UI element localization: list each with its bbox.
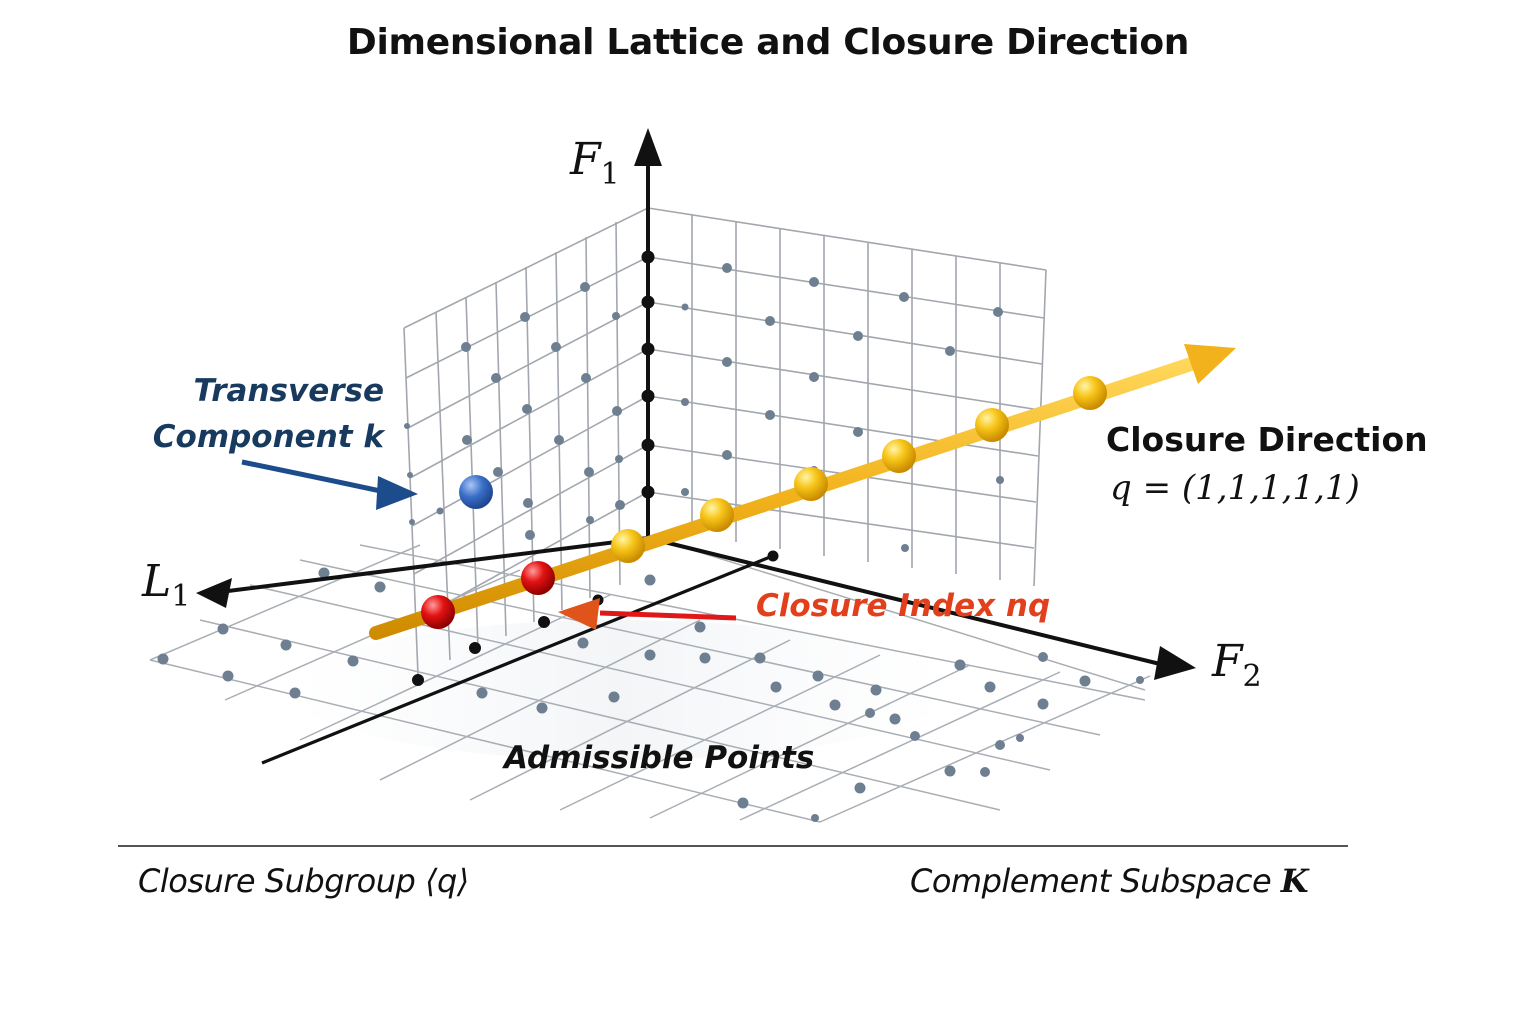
closure-direction-label: Closure Direction bbox=[1106, 420, 1428, 459]
transverse-label: Transverse Component k bbox=[140, 368, 384, 460]
closure-index-arrow bbox=[558, 598, 737, 630]
footer-complement-symbol: K bbox=[1280, 862, 1309, 900]
floor-shadow bbox=[290, 620, 950, 760]
closure-points bbox=[611, 376, 1107, 563]
f1-arrowhead-icon bbox=[634, 128, 662, 166]
axis-label-f1: F1 bbox=[570, 134, 620, 192]
closure-direction-arrow bbox=[369, 344, 1236, 640]
transverse-arrow bbox=[241, 459, 418, 510]
closure-index-label: Closure Index nq bbox=[756, 588, 1051, 624]
admissible-points-label: Admissible Points bbox=[504, 740, 815, 776]
axis-label-l1: L1 bbox=[142, 556, 191, 614]
transverse-arrowhead-icon bbox=[376, 476, 418, 510]
footer-complement-subspace: Complement Subspace K bbox=[910, 862, 1309, 900]
transverse-point bbox=[459, 475, 493, 509]
footer-divider bbox=[118, 845, 1348, 847]
closure-index-points bbox=[421, 561, 555, 629]
transverse-label-line1: Transverse bbox=[193, 373, 384, 409]
axis-label-f2: F2 bbox=[1212, 636, 1262, 694]
closure-vector-label: q = (1,1,1,1,1) bbox=[1110, 468, 1360, 508]
l1-arrowhead-icon bbox=[196, 578, 232, 608]
footer-closure-subgroup: Closure Subgroup ⟨q⟩ bbox=[138, 862, 469, 900]
closure-arrowhead-icon bbox=[1184, 344, 1236, 384]
closure-index-arrowhead-icon bbox=[558, 598, 600, 630]
footer-complement-text: Complement Subspace bbox=[910, 862, 1281, 900]
f2-arrowhead-icon bbox=[1154, 646, 1196, 680]
diagram-title: Dimensional Lattice and Closure Directio… bbox=[346, 22, 1190, 63]
transverse-label-line2: Component k bbox=[152, 419, 384, 455]
